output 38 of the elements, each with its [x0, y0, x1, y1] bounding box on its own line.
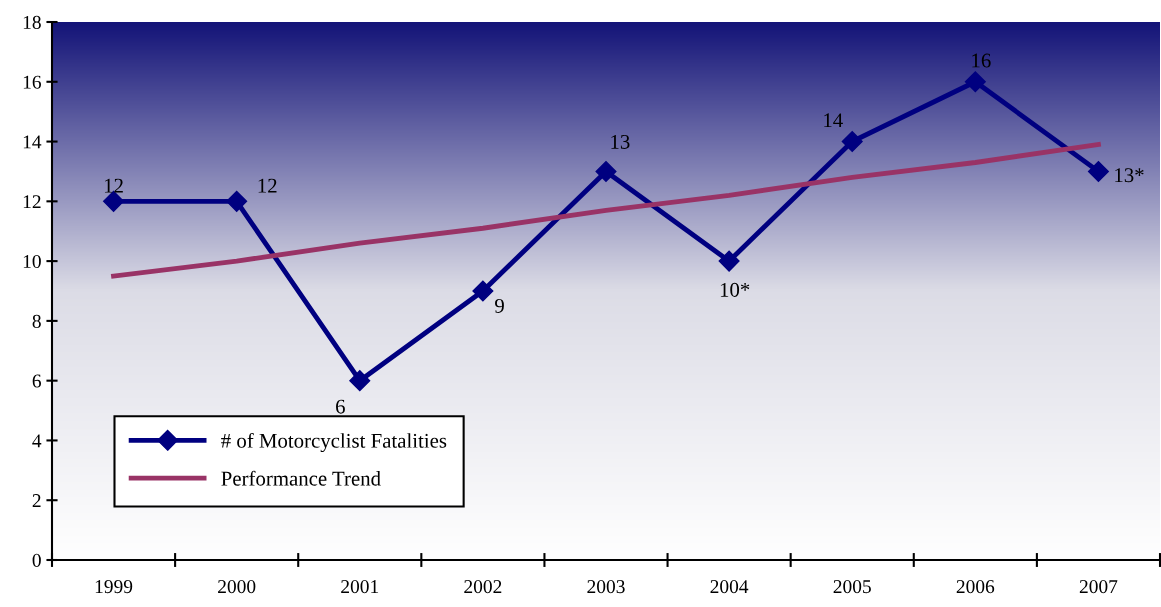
y-tick-label: 0 — [32, 553, 41, 567]
data-label: 12 — [104, 178, 123, 193]
point — [349, 370, 371, 392]
x-tick-label: 2007 — [1079, 580, 1118, 594]
y-tick-label: 4 — [32, 434, 42, 448]
data-label: 13 — [611, 134, 630, 149]
y-tick-label: 8 — [32, 314, 41, 328]
x-tick-label: 2004 — [710, 580, 749, 594]
y-tick-label: 12 — [23, 195, 41, 209]
point — [841, 131, 863, 153]
data-label: 9 — [495, 298, 504, 313]
point — [595, 160, 617, 182]
x-tick-label: 2002 — [464, 580, 502, 594]
x-tick-label: 2003 — [587, 580, 625, 594]
point — [1087, 160, 1109, 182]
point — [718, 250, 740, 272]
y-tick-label: 6 — [32, 374, 41, 388]
data-label: 10* — [720, 282, 750, 297]
x-tick-label: 2005 — [833, 580, 871, 594]
data-label: 12 — [258, 178, 277, 193]
legend-label: Performance Trend — [221, 470, 381, 486]
x-tick-label: 2006 — [956, 580, 995, 594]
data-label: 13* — [1115, 168, 1144, 183]
y-tick-label: 18 — [23, 15, 41, 29]
x-tick-label: 1999 — [95, 580, 133, 594]
x-tick-label: 2001 — [341, 580, 379, 594]
point — [472, 280, 494, 302]
point — [964, 71, 986, 93]
data-label: 14 — [824, 113, 843, 128]
y-tick-label: 10 — [23, 254, 41, 269]
data-label: 16 — [972, 53, 991, 68]
y-tick-label: 2 — [32, 494, 41, 507]
y-tick-label: 16 — [23, 75, 41, 89]
point — [226, 190, 248, 212]
data-label: 6 — [336, 399, 345, 414]
legend-label: # of Motorcyclist Fatalities — [221, 432, 447, 453]
x-tick-label: 2000 — [218, 580, 256, 594]
y-tick-label: 14 — [23, 135, 42, 149]
